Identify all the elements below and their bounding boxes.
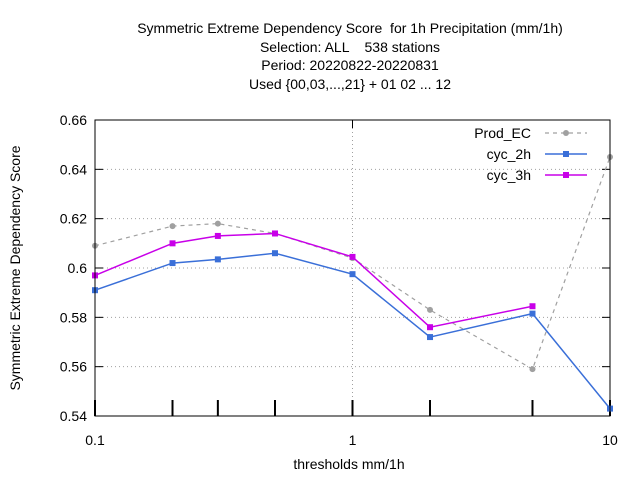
data-point	[169, 240, 176, 247]
title-line-1: Symmetric Extreme Dependency Score for 1…	[137, 20, 563, 36]
data-point	[169, 223, 176, 230]
legend-label: Prod_EC	[474, 125, 531, 141]
y-tick-label: 0.66	[60, 112, 87, 128]
y-tick-label: 0.56	[60, 359, 87, 375]
data-point	[349, 271, 356, 278]
data-point	[529, 303, 536, 310]
y-tick-label: 0.62	[60, 211, 87, 227]
title-line-2: Selection: ALL 538 stations	[259, 38, 441, 55]
series-line-cyc_2h	[94, 252, 611, 410]
data-point	[214, 220, 221, 227]
chart-title: Symmetric Extreme Dependency Score for 1…	[0, 19, 640, 93]
x-tick-label: 1	[349, 432, 357, 448]
y-tick-label: 0.58	[60, 309, 87, 325]
data-point	[214, 256, 221, 263]
data-point	[271, 250, 278, 257]
plot-frame	[94, 119, 611, 417]
x-tick-label: 0.1	[85, 432, 105, 448]
x-tick-label: 10	[602, 432, 618, 448]
y-axis-label: Symmetric Extreme Dependency Score	[7, 145, 23, 390]
x-axis-label: thresholds mm/1h	[293, 456, 404, 472]
legend-marker	[563, 172, 569, 178]
y-tick-label: 0.6	[68, 260, 88, 276]
legend: Prod_EC cyc_2h cyc_3h	[474, 125, 587, 183]
data-point	[427, 334, 434, 341]
series-cyc_2h	[92, 250, 613, 412]
data-point	[349, 253, 356, 260]
data-point	[271, 230, 278, 237]
data-series	[92, 154, 613, 412]
legend-label: cyc_2h	[487, 146, 531, 162]
title-line-3: Period: 20220822-20220831	[261, 57, 439, 73]
legend-marker	[563, 151, 569, 157]
legend-marker	[563, 130, 569, 136]
data-point	[214, 232, 221, 239]
data-point	[529, 366, 536, 373]
y-tick-label: 0.54	[60, 408, 87, 424]
data-point	[169, 260, 176, 267]
data-point	[529, 310, 536, 317]
grid-lines	[95, 120, 610, 416]
legend-label: cyc_3h	[487, 167, 531, 183]
title-line-4: Used {00,03,...,21} + 01 02 ... 12	[249, 75, 451, 92]
series-cyc_3h	[92, 230, 536, 331]
data-point	[427, 306, 434, 313]
y-tick-label: 0.64	[60, 161, 87, 177]
data-point	[427, 324, 434, 331]
series-line-cyc_3h	[94, 232, 533, 329]
tick-labels: 0.54 0.56 0.58 0.6 0.62 0.64 0.66 0.1 1 10	[60, 112, 618, 448]
